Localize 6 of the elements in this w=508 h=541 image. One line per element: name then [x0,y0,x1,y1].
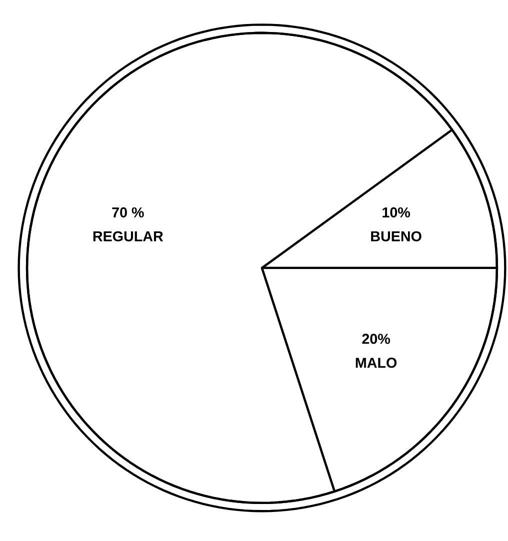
slice-label: MALO [356,358,397,368]
data-label: 70 % [112,207,144,218]
data-label: 10% [382,207,410,218]
slice-label: BUENO [371,231,422,242]
data-label: 20% [362,334,390,344]
slice-label: REGULAR [93,231,164,242]
